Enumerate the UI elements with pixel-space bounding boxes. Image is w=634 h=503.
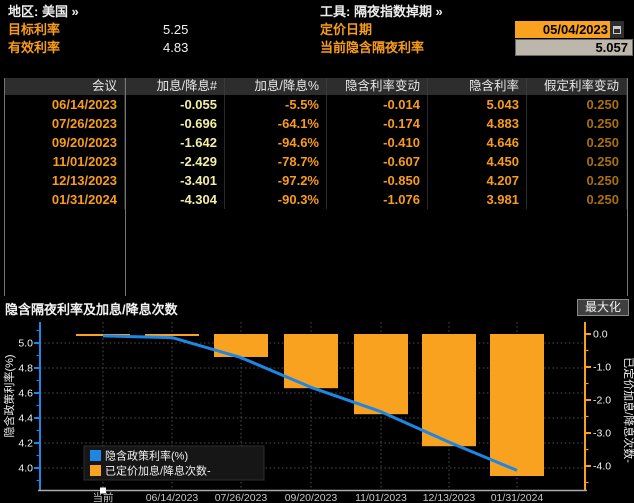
pricing-date-label: 定价日期 xyxy=(320,22,373,37)
rate-chart-canvas[interactable]: 5.0 4.8 4.6 4.4 4.2 4.0 隐含政策利率(%) 0.0 -1.0 -2.0 -3… xyxy=(0,318,634,503)
table-cell: -97.2% xyxy=(225,171,327,190)
effective-rate-label: 有效利率 xyxy=(8,40,61,55)
table-cell: 0.250 xyxy=(527,114,627,133)
pricing-date-input[interactable] xyxy=(515,21,610,38)
table-cell: -4.304 xyxy=(125,190,225,209)
svg-text:01/31/2024: 01/31/2024 xyxy=(491,492,544,503)
table-row[interactable]: 06/14/2023 -0.055 -5.5% -0.014 5.043 0.250 xyxy=(5,95,627,114)
table-cell: 0.250 xyxy=(527,171,627,190)
table-cell: -0.850 xyxy=(327,171,428,190)
current-date-marker xyxy=(100,487,106,494)
svg-text:4.4: 4.4 xyxy=(18,413,33,425)
right-axis: 0.0 -1.0 -2.0 -3.0 -4.0 已定价加息/降息次数- xyxy=(584,322,634,491)
table-cell: -78.7% xyxy=(225,152,327,171)
svg-text:5.0: 5.0 xyxy=(18,338,33,350)
table-cell: -64.1% xyxy=(225,114,327,133)
priced-cuts-bars xyxy=(76,334,544,476)
x-axis: 当前 06/14/2023 07/26/2023 09/20/2023 11/01/20… xyxy=(38,487,587,503)
table-cell: -2.429 xyxy=(125,152,225,171)
column-header[interactable]: 加息/降息% xyxy=(225,78,327,95)
table-cell: 0.250 xyxy=(527,95,627,114)
left-axis: 5.0 4.8 4.6 4.4 4.2 4.0 隐含政策利率(%) xyxy=(2,322,41,491)
table-cell: -0.410 xyxy=(327,133,428,152)
implied-rate-line xyxy=(102,334,518,472)
svg-text:12/13/2023: 12/13/2023 xyxy=(423,492,476,503)
tool-selector[interactable]: 工具: 隔夜指数掉期 » xyxy=(320,4,443,19)
table-row[interactable]: 07/26/2023 -0.696 -64.1% -0.174 4.883 0.250 xyxy=(5,114,627,133)
table-cell: -0.696 xyxy=(125,114,225,133)
table-cell: -0.055 xyxy=(125,95,225,114)
table-cell: -94.6% xyxy=(225,133,327,152)
table-cell: 07/26/2023 xyxy=(5,114,125,133)
table-cell: 4.207 xyxy=(428,171,527,190)
table-row[interactable]: 12/13/2023 -3.401 -97.2% -0.850 4.207 0.250 xyxy=(5,171,627,190)
svg-text:09/20/2023: 09/20/2023 xyxy=(285,492,338,503)
svg-text:4.6: 4.6 xyxy=(18,388,33,400)
table-row[interactable]: 11/01/2023 -2.429 -78.7% -0.607 4.450 0.250 xyxy=(5,152,627,171)
table-row[interactable]: 01/31/2024 -4.304 -90.3% -1.076 3.981 0.250 xyxy=(5,190,627,209)
column-divider xyxy=(125,78,126,296)
table-cell: 06/14/2023 xyxy=(5,95,125,114)
table-cell: -1.076 xyxy=(327,190,428,209)
svg-text:11/01/2023: 11/01/2023 xyxy=(355,492,407,503)
table-cell: 0.250 xyxy=(527,152,627,171)
table-cell: 01/31/2024 xyxy=(5,190,125,209)
table-cell: -0.174 xyxy=(327,114,428,133)
table-cell: 11/01/2023 xyxy=(5,152,125,171)
table-cell: -3.401 xyxy=(125,171,225,190)
column-header[interactable]: 隐含利率变动 xyxy=(327,78,428,95)
column-header[interactable]: 会议 xyxy=(5,78,125,95)
column-header[interactable]: 加息/降息# xyxy=(125,78,225,95)
left-axis-label: 隐含政策利率(%) xyxy=(2,354,16,437)
table-cell: -1.642 xyxy=(125,133,225,152)
svg-text:4.0: 4.0 xyxy=(18,463,33,475)
meetings-table-body: 06/14/2023 -0.055 -5.5% -0.014 5.043 0.250 07/… xyxy=(5,95,627,209)
chart-title: 隐含隔夜利率及加息/降息次数 xyxy=(5,302,178,317)
maximize-button[interactable]: 最大化 xyxy=(577,299,629,316)
svg-text:-2.0: -2.0 xyxy=(593,395,611,407)
chart-legend: 隐含政策利率(%)已定价加息/降息次数- xyxy=(83,445,265,481)
implied-overnight-input[interactable] xyxy=(515,39,633,56)
target-rate-label: 目标利率 xyxy=(8,22,61,37)
region-selector[interactable]: 地区: 美国 » xyxy=(8,4,79,19)
svg-text:已定价加息/降息次数-: 已定价加息/降息次数- xyxy=(105,464,211,478)
svg-text:4.8: 4.8 xyxy=(18,363,33,375)
svg-text:-4.0: -4.0 xyxy=(593,461,611,473)
table-cell: 4.646 xyxy=(428,133,527,152)
svg-text:隐含政策利率(%): 隐含政策利率(%) xyxy=(105,449,188,463)
right-axis-label: 已定价加息/降息次数- xyxy=(622,357,634,463)
table-cell: 4.883 xyxy=(428,114,527,133)
table-cell: 0.250 xyxy=(527,133,627,152)
pricing-date-field xyxy=(515,21,624,38)
table-cell: 4.450 xyxy=(428,152,527,171)
column-header[interactable]: 隐含利率 xyxy=(428,78,527,95)
table-cell: -0.014 xyxy=(327,95,428,114)
target-rate-value: 5.25 xyxy=(163,22,189,37)
svg-text:0.0: 0.0 xyxy=(593,329,608,341)
table-cell: -5.5% xyxy=(225,95,327,114)
svg-text:-1.0: -1.0 xyxy=(593,362,611,374)
svg-text:07/26/2023: 07/26/2023 xyxy=(215,492,268,503)
svg-text:4.2: 4.2 xyxy=(18,438,33,450)
effective-rate-value: 4.83 xyxy=(163,40,189,55)
calendar-icon[interactable] xyxy=(610,21,624,38)
meetings-table: 会议 加息/降息# 加息/降息% 隐含利率变动 隐含利率 假定利率变动 06/14/202… xyxy=(4,78,628,296)
table-cell: -0.607 xyxy=(327,152,428,171)
svg-text:当前: 当前 xyxy=(93,491,114,503)
table-cell: 0.250 xyxy=(527,190,627,209)
svg-text:-3.0: -3.0 xyxy=(593,428,611,440)
svg-text:06/14/2023: 06/14/2023 xyxy=(146,492,199,503)
table-row[interactable]: 09/20/2023 -1.642 -94.6% -0.410 4.646 0.250 xyxy=(5,133,627,152)
table-cell: 3.981 xyxy=(428,190,527,209)
table-cell: -90.3% xyxy=(225,190,327,209)
column-header[interactable]: 假定利率变动 xyxy=(527,78,627,95)
table-cell: 12/13/2023 xyxy=(5,171,125,190)
meetings-table-header: 会议 加息/降息# 加息/降息% 隐含利率变动 隐含利率 假定利率变动 xyxy=(5,78,627,95)
table-cell: 09/20/2023 xyxy=(5,133,125,152)
table-cell: 5.043 xyxy=(428,95,527,114)
implied-overnight-label: 当前隐含隔夜利率 xyxy=(320,40,425,55)
